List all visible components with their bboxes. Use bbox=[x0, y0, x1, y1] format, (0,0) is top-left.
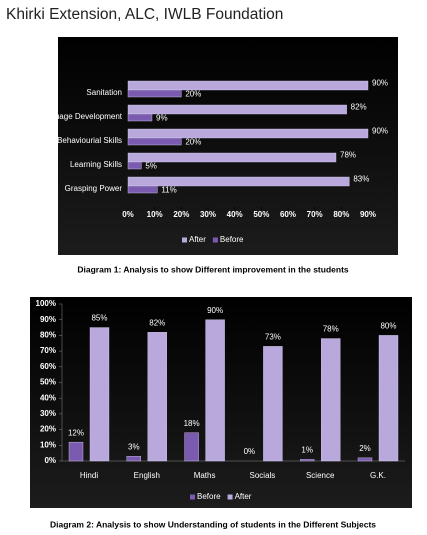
value-label: 82% bbox=[351, 103, 367, 112]
x-tick-label: 20% bbox=[173, 210, 189, 219]
bar bbox=[263, 346, 283, 462]
y-tick-label: 70% bbox=[40, 346, 56, 355]
legend-swatch bbox=[227, 494, 233, 500]
bar bbox=[127, 185, 158, 194]
y-tick-label: 80% bbox=[40, 331, 56, 340]
x-tick-label: 50% bbox=[253, 210, 269, 219]
x-tick-label: 60% bbox=[280, 210, 296, 219]
x-tick-label: Hindi bbox=[80, 471, 98, 480]
bar bbox=[127, 161, 142, 170]
category-label: Behaviourial Skills bbox=[57, 136, 122, 145]
value-label: 0% bbox=[244, 447, 256, 456]
value-label: 9% bbox=[156, 114, 168, 123]
x-tick-label: G.K. bbox=[370, 471, 386, 480]
value-label: 90% bbox=[207, 306, 223, 315]
bar bbox=[357, 457, 373, 462]
x-tick-label: 0% bbox=[122, 210, 134, 219]
bar bbox=[127, 176, 350, 187]
bar bbox=[127, 128, 369, 139]
value-label: 2% bbox=[359, 444, 371, 453]
x-tick-label: 40% bbox=[227, 210, 243, 219]
value-label: 11% bbox=[161, 186, 176, 195]
value-label: 78% bbox=[323, 325, 339, 334]
x-tick-label: Socials bbox=[250, 471, 276, 480]
value-label: 5% bbox=[145, 162, 157, 171]
value-label: 20% bbox=[185, 138, 201, 147]
y-tick-label: 100% bbox=[36, 299, 56, 308]
y-tick-label: 10% bbox=[40, 440, 56, 449]
bar bbox=[127, 137, 182, 146]
value-label: 85% bbox=[91, 314, 107, 323]
y-tick-label: 30% bbox=[40, 409, 56, 418]
legend-swatch bbox=[182, 237, 187, 243]
y-tick-label: 90% bbox=[40, 315, 56, 324]
legend-label: Before bbox=[220, 235, 244, 244]
value-label: 83% bbox=[353, 175, 369, 184]
bar bbox=[126, 456, 142, 462]
legend-swatch bbox=[190, 494, 195, 500]
value-label: 78% bbox=[340, 151, 356, 160]
x-tick-label: 30% bbox=[200, 210, 216, 219]
bar bbox=[300, 459, 315, 462]
bar bbox=[89, 327, 110, 462]
caption: Diagram 1: Analysis to show Different im… bbox=[77, 264, 349, 274]
x-tick-label: Science bbox=[306, 471, 335, 480]
x-tick-label: 90% bbox=[360, 210, 376, 219]
x-tick-label: English bbox=[134, 471, 160, 480]
legend-label: After bbox=[189, 235, 206, 244]
y-tick-label: 0% bbox=[44, 456, 56, 465]
x-tick-label: 80% bbox=[333, 210, 349, 219]
x-tick-label: 10% bbox=[147, 210, 163, 219]
value-label: 90% bbox=[372, 79, 388, 88]
category-label: Grasping Power bbox=[65, 184, 123, 193]
chart-panel bbox=[58, 37, 398, 255]
value-label: 80% bbox=[380, 322, 396, 331]
bar bbox=[321, 338, 341, 462]
legend-swatch bbox=[212, 237, 218, 243]
bar bbox=[127, 152, 337, 163]
category-label: Sanitation bbox=[86, 88, 122, 97]
page-title: Khirki Extension, ALC, IWLB Foundation bbox=[6, 6, 283, 23]
value-label: 73% bbox=[265, 332, 281, 341]
value-label: 90% bbox=[372, 127, 388, 136]
bar bbox=[378, 335, 399, 462]
value-label: 1% bbox=[301, 446, 313, 455]
bar bbox=[147, 332, 168, 462]
bar bbox=[127, 113, 153, 122]
legend-label: After bbox=[235, 492, 252, 501]
caption: Diagram 2: Analysis to show Understandin… bbox=[50, 519, 376, 529]
value-label: 3% bbox=[128, 442, 140, 451]
y-tick-label: 20% bbox=[40, 425, 56, 434]
x-tick-label: Maths bbox=[194, 471, 216, 480]
value-label: 82% bbox=[149, 318, 165, 327]
bar bbox=[205, 319, 225, 462]
bar bbox=[127, 89, 182, 98]
value-label: 18% bbox=[184, 419, 200, 428]
bar bbox=[68, 441, 84, 462]
value-label: 12% bbox=[68, 428, 84, 437]
y-tick-label: 50% bbox=[40, 378, 56, 387]
bar bbox=[184, 432, 199, 462]
category-label: Learning Skills bbox=[70, 160, 122, 169]
bar bbox=[127, 80, 369, 91]
value-label: 20% bbox=[185, 90, 201, 99]
bar bbox=[127, 104, 347, 115]
y-tick-label: 60% bbox=[40, 362, 56, 371]
y-tick-label: 40% bbox=[40, 393, 56, 402]
legend-label: Before bbox=[197, 492, 221, 501]
category-label: Language Development bbox=[37, 112, 123, 121]
x-tick-label: 70% bbox=[307, 210, 323, 219]
